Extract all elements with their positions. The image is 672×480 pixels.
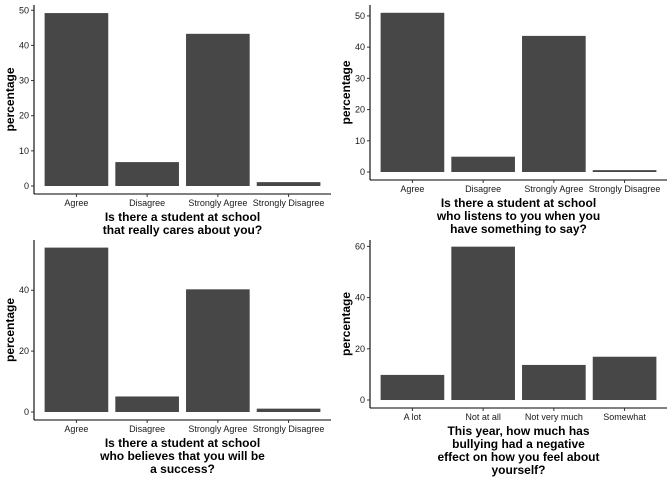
y-tick-label: 20 — [19, 346, 29, 356]
y-axis-title: percentage — [339, 60, 353, 124]
bar-strongly-agree — [186, 33, 250, 186]
y-tick-label: 0 — [360, 395, 365, 405]
y-tick-label: 40 — [19, 40, 29, 50]
x-tick-label: Strongly Disagree — [253, 424, 325, 434]
bar-disagree — [115, 396, 179, 412]
x-tick-label: Agree — [64, 198, 88, 208]
x-axis-title: Is there a student at school who listens … — [436, 196, 600, 236]
y-tick-label: 20 — [19, 111, 29, 121]
bar-strongly-agree — [522, 35, 586, 173]
x-axis-title: Is there a student at school who believes… — [99, 436, 265, 476]
y-tick-label: 30 — [355, 73, 365, 83]
x-tick-label: Disagree — [129, 424, 165, 434]
y-tick-label: 50 — [19, 5, 29, 15]
bar-not-at-all — [451, 246, 515, 400]
y-tick-label: 10 — [19, 146, 29, 156]
x-tick-label: Disagree — [465, 184, 501, 194]
x-tick-label: A lot — [404, 412, 422, 422]
chart-panel-4: 0 20 40 60 A lot Not at all Not very much Somew… — [339, 240, 667, 477]
y-tick-label: 0 — [24, 181, 29, 191]
y-tick-label: 40 — [19, 285, 29, 295]
y-tick-label: 10 — [355, 136, 365, 146]
y-tick-label: 0 — [360, 167, 365, 177]
chart-panel-2: 0 10 20 30 40 50 Agree Disagree Strongly Agree St… — [339, 5, 667, 236]
bar-a-lot — [380, 374, 445, 400]
x-tick-label: Agree — [64, 424, 88, 434]
y-axis-title: percentage — [3, 67, 17, 131]
bar-disagree — [115, 162, 179, 186]
y-tick-label: 50 — [355, 11, 365, 21]
x-tick-label: Strongly Agree — [188, 198, 247, 208]
bar-disagree — [451, 156, 515, 172]
x-tick-label: Agree — [400, 184, 424, 194]
y-tick-label: 40 — [355, 293, 365, 303]
bar-somewhat — [592, 356, 657, 400]
x-tick-label: Not at all — [465, 412, 501, 422]
x-tick-label: Not very much — [525, 412, 583, 422]
x-tick-label: Strongly Disagree — [253, 198, 325, 208]
bar-strongly-disagree — [256, 408, 321, 412]
x-axis-title: This year, how much has bullying had a ne… — [437, 424, 599, 477]
bar-not-very-much — [522, 364, 586, 400]
y-tick-label: 60 — [355, 241, 365, 251]
x-tick-label: Disagree — [129, 198, 165, 208]
chart-panel-1: 0 10 20 30 40 50 Agree Disagree Strongly Agree St… — [3, 5, 331, 237]
bar-agree — [380, 12, 445, 172]
x-axis-title: Is there a student at school that really … — [103, 210, 262, 237]
y-tick-label: 30 — [19, 76, 29, 86]
x-tick-label: Strongly Disagree — [589, 184, 661, 194]
x-tick-label: Strongly Agree — [188, 424, 247, 434]
y-axis-title: percentage — [3, 298, 17, 362]
y-tick-label: 20 — [355, 105, 365, 115]
y-axis-title: percentage — [339, 292, 353, 356]
y-tick-label: 40 — [355, 42, 365, 52]
bar-agree — [44, 13, 109, 186]
bar-strongly-disagree — [592, 170, 657, 172]
y-tick-label: 0 — [24, 407, 29, 417]
chart-panel-3: 0 20 40 Agree Disagree Strongly Agree Strongly… — [3, 240, 331, 476]
y-tick-label: 20 — [355, 344, 365, 354]
x-tick-label: Somewhat — [603, 412, 646, 422]
x-tick-label: Strongly Agree — [524, 184, 583, 194]
bar-agree — [44, 247, 109, 412]
bar-strongly-disagree — [256, 182, 321, 186]
bar-strongly-agree — [186, 289, 250, 412]
